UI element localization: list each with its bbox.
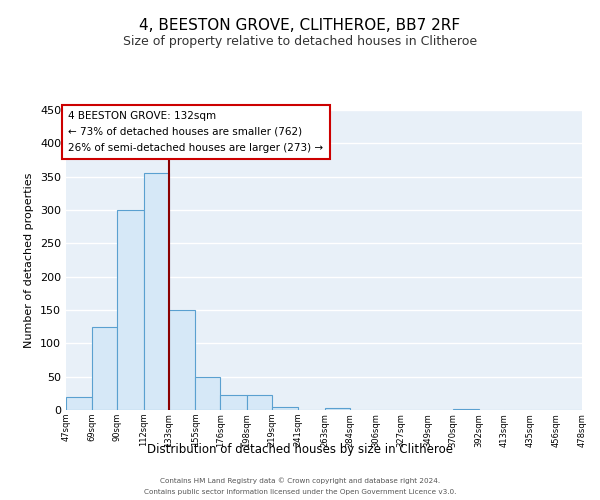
Bar [118, 210, 144, 410]
Bar [66, 396, 92, 410]
Bar [144, 174, 169, 410]
Bar [247, 394, 272, 410]
Bar [325, 408, 350, 410]
Bar [195, 376, 220, 410]
Text: Contains HM Land Registry data © Crown copyright and database right 2024.: Contains HM Land Registry data © Crown c… [160, 478, 440, 484]
Text: Size of property relative to detached houses in Clitheroe: Size of property relative to detached ho… [123, 35, 477, 48]
Bar [272, 406, 298, 410]
Y-axis label: Number of detached properties: Number of detached properties [25, 172, 34, 348]
Text: Distribution of detached houses by size in Clitheroe: Distribution of detached houses by size … [147, 442, 453, 456]
Bar [169, 310, 195, 410]
Text: 4 BEESTON GROVE: 132sqm
← 73% of detached houses are smaller (762)
26% of semi-d: 4 BEESTON GROVE: 132sqm ← 73% of detache… [68, 112, 323, 152]
Text: Contains public sector information licensed under the Open Government Licence v3: Contains public sector information licen… [144, 489, 456, 495]
Bar [92, 326, 118, 410]
Bar [220, 394, 247, 410]
Text: 4, BEESTON GROVE, CLITHEROE, BB7 2RF: 4, BEESTON GROVE, CLITHEROE, BB7 2RF [139, 18, 461, 32]
